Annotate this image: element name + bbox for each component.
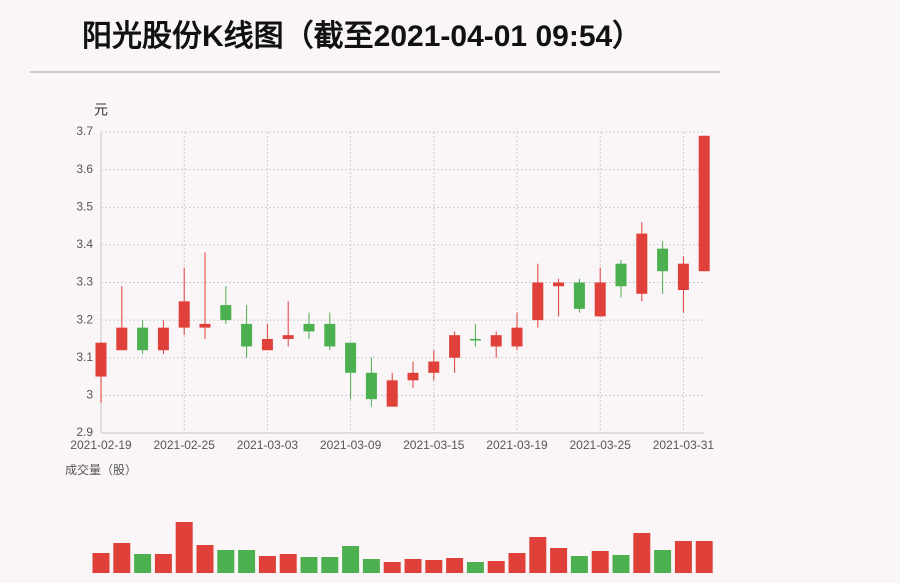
candle-body — [698, 135, 710, 272]
x-tick-label: 2021-02-19 — [70, 438, 132, 452]
volume-bar — [383, 562, 401, 573]
volume-bar — [466, 562, 484, 573]
candle-body — [324, 323, 336, 347]
volume-bar — [362, 559, 380, 573]
volume-bar — [154, 554, 172, 573]
y-tick-label: 3.4 — [76, 237, 93, 251]
y-tick-label: 3.1 — [76, 350, 93, 364]
candle-body — [178, 301, 190, 328]
candle-body — [636, 233, 648, 294]
y-tick-label: 3.5 — [76, 199, 93, 213]
volume-bar — [508, 553, 526, 573]
candle-body — [511, 327, 523, 347]
candle-body — [386, 380, 398, 407]
candle-body — [490, 335, 502, 347]
y-tick-label: 3 — [86, 388, 93, 402]
volume-bar — [674, 541, 692, 573]
candle-body — [677, 263, 689, 291]
volume-bar — [321, 557, 339, 573]
candle-body — [594, 282, 606, 317]
volume-bar — [134, 554, 152, 573]
candle-body — [282, 335, 294, 339]
volume-bar — [529, 537, 547, 573]
candle-body — [449, 335, 461, 358]
x-tick-label: 2021-03-19 — [486, 438, 548, 452]
volume-bar — [113, 543, 131, 573]
candle-body — [95, 342, 107, 377]
candle-body — [615, 263, 627, 287]
volume-bar — [404, 559, 422, 573]
x-tick-label: 2021-02-25 — [154, 438, 216, 452]
chart-title: 阳光股份K线图（截至2021-04-01 09:54） — [82, 19, 642, 53]
volume-bar — [570, 556, 588, 573]
candle-body — [137, 327, 149, 351]
x-tick-label: 2021-03-15 — [403, 438, 465, 452]
volume-bar — [425, 560, 443, 573]
volume-bar — [342, 546, 360, 573]
volume-bar — [654, 550, 672, 573]
candle-body — [220, 305, 232, 321]
volume-bar — [175, 522, 193, 573]
candle-body — [407, 372, 419, 381]
volume-bar — [612, 555, 630, 573]
volume-bar — [92, 553, 110, 573]
candle-body — [469, 338, 481, 341]
volume-bar — [550, 548, 568, 573]
x-tick-label: 2021-03-09 — [320, 438, 382, 452]
volume-label: 成交量（股） — [65, 462, 137, 477]
x-tick-label: 2021-03-03 — [237, 438, 299, 452]
candle-body — [157, 327, 169, 351]
volume-bar — [591, 551, 609, 573]
x-tick-label: 2021-03-25 — [570, 438, 632, 452]
candle-body — [199, 323, 211, 328]
volume-bar — [446, 558, 464, 573]
y-tick-label: 2.9 — [76, 425, 93, 439]
volume-bar — [279, 554, 297, 573]
volume-bar — [633, 533, 651, 573]
candle-body — [657, 248, 669, 272]
candle-body — [116, 327, 128, 351]
y-axis-unit: 元 — [94, 102, 108, 118]
volume-bar — [196, 545, 214, 573]
volume-bar — [487, 561, 505, 573]
y-tick-label: 3.7 — [76, 124, 93, 138]
candle-body — [553, 282, 565, 287]
candle-body — [532, 282, 544, 321]
candle-body — [261, 338, 273, 351]
volume-bar — [258, 556, 276, 573]
candle-body — [428, 361, 440, 373]
y-tick-label: 3.3 — [76, 275, 93, 289]
candle-body — [303, 323, 315, 332]
y-tick-label: 3.6 — [76, 162, 93, 176]
y-tick-label: 3.2 — [76, 312, 93, 326]
candle-body — [573, 282, 585, 309]
volume-bar — [238, 550, 256, 573]
candle-body — [345, 342, 357, 373]
volume-bar — [300, 557, 318, 573]
volume-bar — [217, 550, 235, 573]
candle-body — [241, 323, 253, 347]
candle-body — [365, 372, 377, 400]
x-tick-label: 2021-03-31 — [653, 438, 715, 452]
volume-bar — [695, 541, 713, 573]
